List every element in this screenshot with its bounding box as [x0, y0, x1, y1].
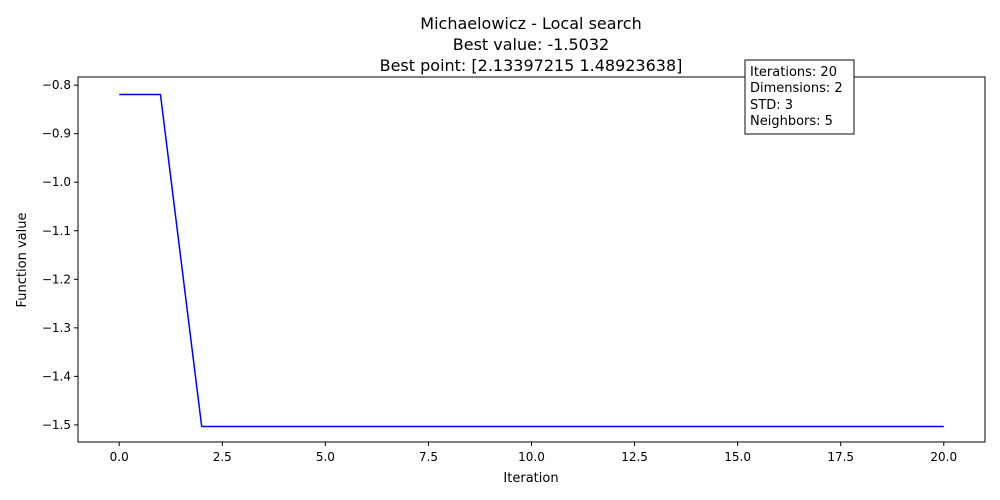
info-iterations: Iterations: 20	[750, 65, 837, 80]
x-tick-label: 15.0	[724, 450, 751, 464]
y-tick-label: −0.9	[42, 127, 71, 141]
x-tick-label: 12.5	[621, 450, 648, 464]
x-tick-label: 5.0	[316, 450, 335, 464]
title-line-1: Michaelowicz - Local search	[420, 14, 641, 33]
y-tick-label: −1.1	[42, 224, 71, 238]
x-tick-label: 7.5	[419, 450, 438, 464]
title-line-3: Best point: [2.13397215 1.48923638]	[380, 56, 683, 75]
title-line-2: Best value: -1.5032	[453, 35, 609, 54]
chart-title: Michaelowicz - Local search Best value: …	[380, 14, 683, 75]
y-axis-label: Function value	[15, 213, 30, 308]
y-tick-label: −1.4	[42, 369, 71, 383]
x-axis-label: Iteration	[503, 471, 558, 486]
y-tick-label: −0.8	[42, 78, 71, 92]
x-tick-label: 17.5	[827, 450, 854, 464]
y-tick-label: −1.0	[42, 175, 71, 189]
series-group	[119, 93, 944, 428]
info-box-frame	[744, 59, 855, 135]
plot-area-frame	[77, 76, 986, 443]
y-axis-ticks: −0.8 −0.9 −1.0 −1.1 −1.2 −1.3 −1.4 −1.5	[42, 78, 78, 432]
info-box: Iterations: 20 Dimensions: 2 STD: 3 Neig…	[744, 59, 855, 135]
info-std: STD: 3	[750, 98, 793, 113]
x-tick-label: 10.0	[518, 450, 545, 464]
x-tick-label: 20.0	[930, 450, 957, 464]
x-tick-label: 2.5	[213, 450, 232, 464]
x-axis-ticks: 0.0 2.5 5.0 7.5 10.0 12.5 15.0 17.5 20.0	[110, 442, 957, 464]
info-dimensions: Dimensions: 2	[750, 81, 843, 96]
x-tick-label: 0.0	[110, 450, 129, 464]
series-line	[119, 93, 944, 428]
info-neighbors: Neighbors: 5	[750, 114, 833, 129]
y-tick-label: −1.5	[42, 418, 71, 432]
y-tick-label: −1.2	[42, 272, 71, 286]
y-tick-label: −1.3	[42, 321, 71, 335]
